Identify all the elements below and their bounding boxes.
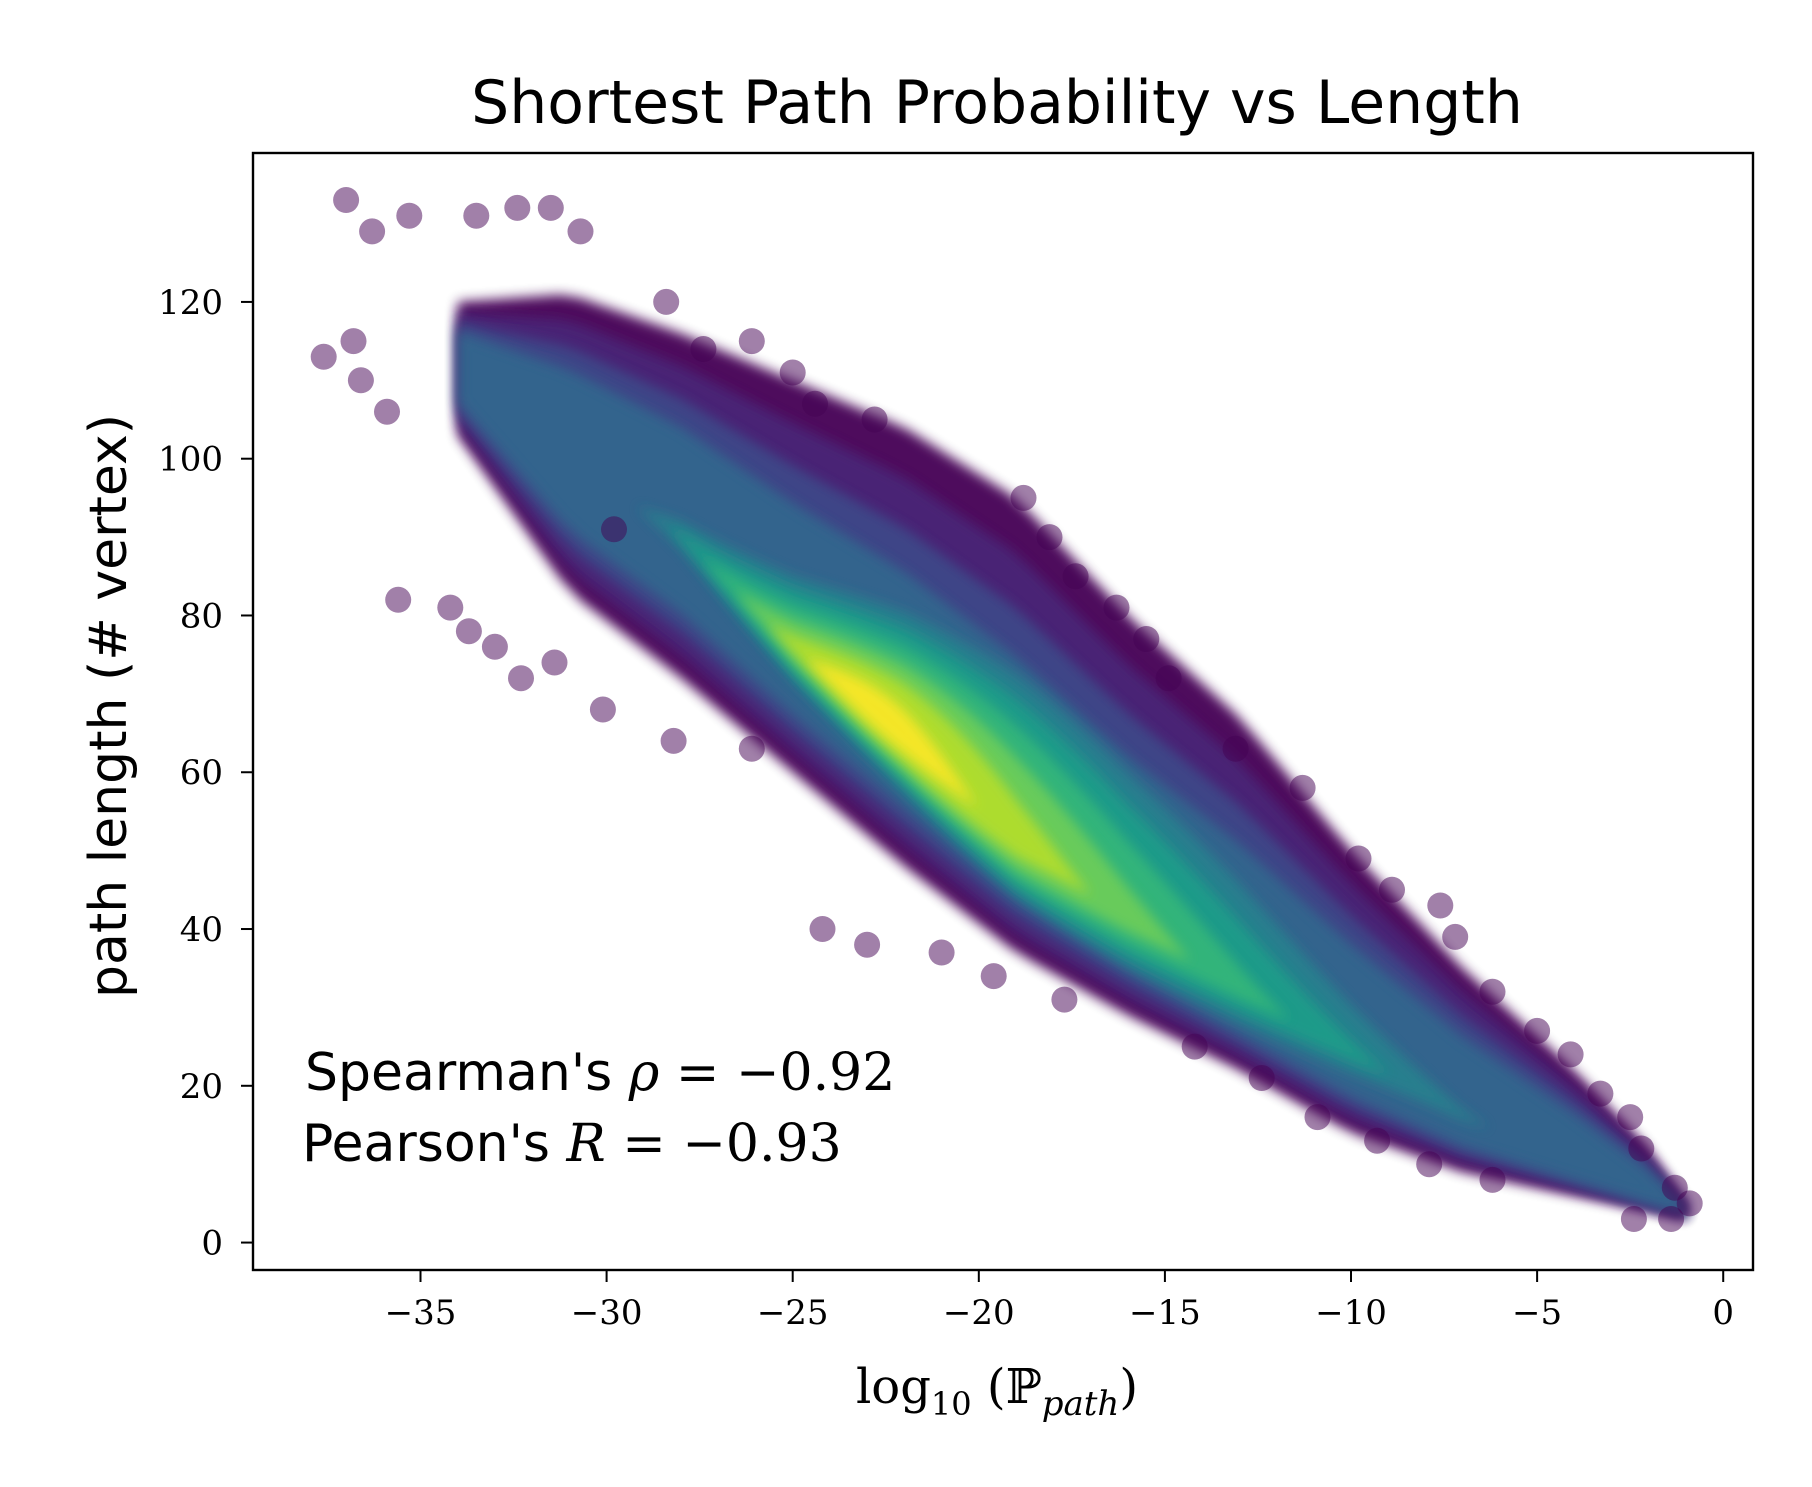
x-tick-label: 0	[1712, 1293, 1734, 1333]
scatter-point	[567, 218, 594, 245]
scatter-point	[779, 359, 806, 386]
scatter-point	[437, 594, 464, 621]
scatter-point	[310, 343, 337, 370]
scatter-point	[1222, 735, 1249, 762]
chart-title: Shortest Path Probability vs Length	[471, 68, 1523, 138]
x-axis-label-path: path	[1042, 1384, 1120, 1424]
y-tick-label: 120	[158, 283, 223, 323]
scatter-point	[1620, 1206, 1647, 1232]
scatter-point	[1051, 986, 1078, 1013]
y-axis-label: path length (# vertex)	[79, 414, 139, 998]
spearman-symbol: ρ	[628, 1043, 660, 1103]
scatter-point	[333, 187, 360, 213]
scatter-point	[359, 218, 386, 245]
scatter-point	[1379, 876, 1405, 903]
density-cloud	[457, 294, 1687, 1219]
x-axis-label-symbol: ℙ	[1006, 1359, 1042, 1415]
pearson-prefix: Pearson's	[302, 1114, 567, 1174]
scatter-point	[340, 328, 367, 355]
scatter-point	[589, 696, 616, 723]
scatter-point	[455, 618, 482, 645]
scatter-point	[1248, 1065, 1275, 1091]
scatter-point	[1479, 978, 1506, 1005]
scatter-point	[1364, 1127, 1391, 1154]
x-axis-label-paren-close: )	[1119, 1359, 1138, 1415]
scatter-point	[1442, 923, 1469, 950]
x-axis-label-log: log	[856, 1359, 931, 1415]
spearman-value: = −0.92	[659, 1043, 895, 1103]
scatter-point	[601, 516, 627, 543]
scatter-point	[690, 336, 717, 362]
y-tick-label: 100	[158, 440, 223, 480]
scatter-point	[928, 939, 955, 966]
pearson-value: = −0.93	[606, 1114, 842, 1174]
scatter-point	[347, 367, 374, 394]
scatter-point	[385, 586, 412, 613]
plot-frame	[251, 151, 1755, 1272]
x-tick-label: −25	[757, 1293, 829, 1333]
density-band	[806, 658, 977, 807]
x-axis-label-paren-open: (	[972, 1359, 1006, 1415]
scatter-point	[1345, 845, 1372, 872]
y-tick-label: 40	[180, 910, 223, 950]
scatter-point	[809, 916, 836, 942]
scatter-point	[1658, 1206, 1685, 1232]
scatter-point	[463, 202, 490, 229]
scatter-point	[537, 194, 564, 221]
scatter-point	[738, 735, 765, 762]
scatter-point	[541, 649, 568, 676]
scatter-point	[653, 288, 680, 315]
scatter-point	[1133, 626, 1160, 652]
x-axis-label-base: 10	[931, 1385, 972, 1423]
scatter-point	[660, 727, 687, 754]
x-tick-label: −35	[385, 1293, 457, 1333]
scatter-point	[802, 390, 828, 417]
scatter-point	[1524, 1017, 1551, 1044]
scatter-point	[1304, 1104, 1331, 1131]
x-tick-label: −20	[943, 1293, 1015, 1333]
pearson-symbol: R	[566, 1114, 606, 1174]
scatter-point	[1010, 484, 1037, 511]
x-axis: −35 −30 −25 −20 −15 −10 −5 0	[385, 1270, 1734, 1333]
scatter-point	[481, 633, 508, 660]
pearson-annotation: Pearson's R = −0.93	[302, 1114, 842, 1174]
x-tick-label: −30	[571, 1293, 643, 1333]
scatter-point	[1628, 1135, 1655, 1162]
scatter-point	[1676, 1190, 1703, 1217]
scatter-point	[854, 931, 881, 958]
scatter-point	[374, 398, 400, 425]
scatter-point	[980, 963, 1007, 990]
x-tick-label: −15	[1129, 1293, 1201, 1333]
spearman-annotation: Spearman's ρ = −0.92	[305, 1043, 895, 1103]
y-tick-label: 60	[180, 753, 223, 793]
scatter-point	[861, 406, 888, 433]
scatter-point	[1062, 563, 1089, 590]
y-tick-label: 80	[180, 596, 223, 636]
scatter-point	[738, 328, 765, 355]
scatter-point	[1427, 892, 1454, 919]
scatter-point	[1479, 1166, 1506, 1193]
scatter-point	[1587, 1080, 1614, 1107]
spearman-prefix: Spearman's	[305, 1043, 629, 1103]
x-axis-label: log10 (ℙpath)	[856, 1359, 1138, 1424]
scatter-point	[1617, 1104, 1644, 1131]
scatter-point	[1557, 1041, 1584, 1068]
scatter-point	[1181, 1033, 1208, 1060]
scatter-point	[396, 202, 423, 229]
y-tick-label: 0	[201, 1224, 223, 1264]
scatter-point	[1036, 524, 1063, 551]
scatter-point	[1155, 665, 1182, 692]
scatter-point	[1416, 1151, 1443, 1178]
scatter-point	[504, 194, 531, 221]
y-axis: 0 20 40 60 80 100 120	[158, 283, 253, 1264]
y-tick-label: 20	[180, 1067, 223, 1107]
x-tick-label: −10	[1315, 1293, 1387, 1333]
scatter-point	[1103, 594, 1130, 621]
x-tick-label: −5	[1512, 1293, 1562, 1333]
scatter-points	[310, 187, 1703, 1232]
scatter-point	[1289, 774, 1316, 801]
scatter-point	[508, 665, 534, 692]
